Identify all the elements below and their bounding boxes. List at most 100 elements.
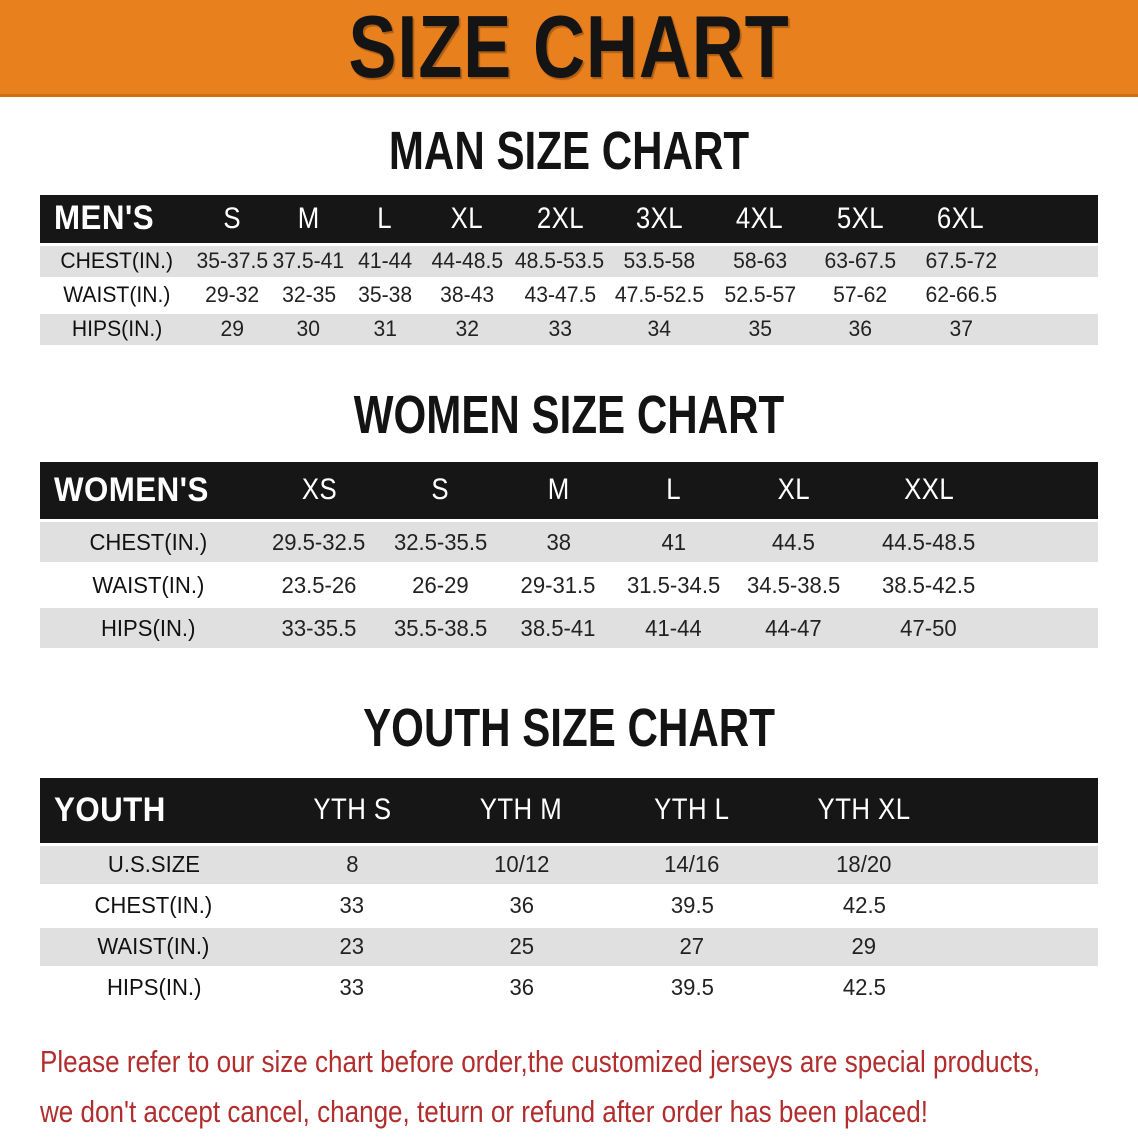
women-size-table: WOMEN'S XS S M L XL XXL CHEST(IN.) 29.5-32.5 32.5… <box>40 461 1098 651</box>
measurement-cell: 31 <box>346 312 423 348</box>
measurement-cell: 39.5 <box>606 967 778 1010</box>
measurement-cell: 35-38 <box>346 278 423 314</box>
size-column-header: 6XL <box>910 195 1012 246</box>
size-column-header: YTH S <box>267 778 437 846</box>
filler-cell <box>949 844 1098 887</box>
filler-cell <box>1000 606 1098 651</box>
filler-cell <box>1000 461 1098 522</box>
measurement-cell: 30 <box>270 312 347 348</box>
table-category-label: YOUTH <box>40 778 268 846</box>
measurement-cell: 35-37.5 <box>193 244 271 280</box>
measurement-cell: 37 <box>910 312 1012 348</box>
measurement-cell: 33 <box>267 885 437 928</box>
measurement-cell: 29 <box>777 926 950 969</box>
filler-cell <box>949 778 1098 846</box>
row-label: CHEST(IN.) <box>40 244 194 280</box>
row-label: WAIST(IN.) <box>40 563 257 608</box>
measurement-cell: 57-62 <box>810 278 911 314</box>
size-column-header: L <box>346 195 423 246</box>
women-table-container: WOMEN'S XS S M L XL XXL CHEST(IN.) 29.5-32.5 32.5… <box>0 461 1138 651</box>
measurement-cell: 39.5 <box>606 885 778 928</box>
measurement-cell: 10/12 <box>436 844 606 887</box>
measurement-cell: 38 <box>500 520 617 565</box>
size-column-header: M <box>270 195 347 246</box>
measurement-cell: 63-67.5 <box>810 244 911 280</box>
size-column-header: S <box>381 461 501 522</box>
banner-title: SIZE CHART <box>348 0 790 96</box>
measurement-row: U.S.SIZE 8 10/12 14/16 18/20 <box>40 844 1098 887</box>
size-column-header: 2XL <box>510 195 610 246</box>
size-column-header: XXL <box>857 461 1001 522</box>
measurement-row: CHEST(IN.) 33 36 39.5 42.5 <box>40 885 1098 928</box>
measurement-cell: 53.5-58 <box>609 244 710 280</box>
disclaimer-line-1: Please refer to our size chart before or… <box>40 1043 1041 1079</box>
women-section-heading-text: WOMEN SIZE CHART <box>353 384 785 445</box>
filler-cell <box>1011 312 1098 348</box>
size-column-header: YTH M <box>436 778 606 846</box>
youth-size-table: YOUTH YTH S YTH M YTH L YTH XL U.S.SIZE 8 10/12… <box>40 778 1098 1010</box>
filler-cell <box>1011 244 1098 280</box>
size-column-header: YTH L <box>606 778 778 846</box>
filler-cell <box>949 926 1098 969</box>
size-column-header: 4XL <box>709 195 811 246</box>
measurement-cell: 37.5-41 <box>270 244 347 280</box>
measurement-cell: 35.5-38.5 <box>381 606 501 651</box>
filler-cell <box>1011 278 1098 314</box>
measurement-cell: 18/20 <box>777 844 950 887</box>
table-category-label: MEN'S <box>40 195 194 246</box>
men-size-table: MEN'S S M L XL 2XL 3XL 4XL 5XL 6XL CHEST(IN.) 35-37… <box>40 195 1098 348</box>
measurement-cell: 48.5-53.5 <box>510 244 610 280</box>
measurement-cell: 41-44 <box>616 606 731 651</box>
filler-cell <box>1000 563 1098 608</box>
measurement-cell: 14/16 <box>606 844 778 887</box>
men-section-heading: MAN SIZE CHART <box>0 124 1138 178</box>
measurement-cell: 32-35 <box>270 278 347 314</box>
order-disclaimer: Please refer to our size chart before or… <box>40 1037 1138 1137</box>
measurement-cell: 33-35.5 <box>256 606 382 651</box>
measurement-row: HIPS(IN.) 29 30 31 32 33 34 35 36 37 <box>40 312 1098 348</box>
measurement-cell: 29.5-32.5 <box>256 520 382 565</box>
measurement-row: WAIST(IN.) 29-32 32-35 35-38 38-43 43-47.5 47.… <box>40 278 1098 314</box>
measurement-cell: 41 <box>616 520 731 565</box>
measurement-row: CHEST(IN.) 29.5-32.5 32.5-35.5 38 41 44.5 44.5… <box>40 520 1098 565</box>
men-section-heading-text: MAN SIZE CHART <box>388 121 750 181</box>
size-column-header: XS <box>256 461 382 522</box>
measurement-cell: 27 <box>606 926 778 969</box>
measurement-cell: 36 <box>436 885 606 928</box>
size-column-header: 3XL <box>609 195 710 246</box>
disclaimer-line-2: we don't accept cancel, change, teturn o… <box>40 1093 929 1129</box>
measurement-cell: 32.5-35.5 <box>381 520 501 565</box>
measurement-cell: 29-31.5 <box>500 563 617 608</box>
men-table-container: MEN'S S M L XL 2XL 3XL 4XL 5XL 6XL CHEST(IN.) 35-37… <box>0 195 1138 348</box>
youth-table-container: YOUTH YTH S YTH M YTH L YTH XL U.S.SIZE 8 10/12… <box>0 778 1138 1010</box>
measurement-row: WAIST(IN.) 23.5-26 26-29 29-31.5 31.5-34.5 34… <box>40 563 1098 608</box>
measurement-cell: 31.5-34.5 <box>616 563 731 608</box>
measurement-cell: 26-29 <box>381 563 501 608</box>
measurement-cell: 36 <box>810 312 911 348</box>
size-column-header: 5XL <box>810 195 911 246</box>
row-label: CHEST(IN.) <box>40 885 268 928</box>
women-section-heading: WOMEN SIZE CHART <box>0 388 1138 442</box>
measurement-cell: 42.5 <box>777 967 950 1010</box>
size-column-header: XL <box>730 461 858 522</box>
row-label: WAIST(IN.) <box>40 278 194 314</box>
measurement-cell: 34 <box>609 312 710 348</box>
size-table-header-row: YOUTH YTH S YTH M YTH L YTH XL <box>40 778 1098 846</box>
measurement-cell: 25 <box>436 926 606 969</box>
measurement-cell: 52.5-57 <box>709 278 811 314</box>
size-column-header: XL <box>422 195 511 246</box>
row-label: CHEST(IN.) <box>40 520 257 565</box>
filler-cell <box>1000 520 1098 565</box>
row-label: HIPS(IN.) <box>40 606 257 651</box>
measurement-cell: 33 <box>510 312 610 348</box>
row-label: U.S.SIZE <box>40 844 268 887</box>
size-table-header-row: MEN'S S M L XL 2XL 3XL 4XL 5XL 6XL <box>40 195 1098 246</box>
measurement-cell: 58-63 <box>709 244 811 280</box>
measurement-cell: 42.5 <box>777 885 950 928</box>
measurement-row: HIPS(IN.) 33-35.5 35.5-38.5 38.5-41 41-44 44-… <box>40 606 1098 651</box>
youth-section-heading: YOUTH SIZE CHART <box>0 701 1138 755</box>
filler-cell <box>1011 195 1098 246</box>
measurement-cell: 23.5-26 <box>256 563 382 608</box>
measurement-cell: 41-44 <box>346 244 423 280</box>
size-chart-banner: SIZE CHART <box>0 0 1138 97</box>
